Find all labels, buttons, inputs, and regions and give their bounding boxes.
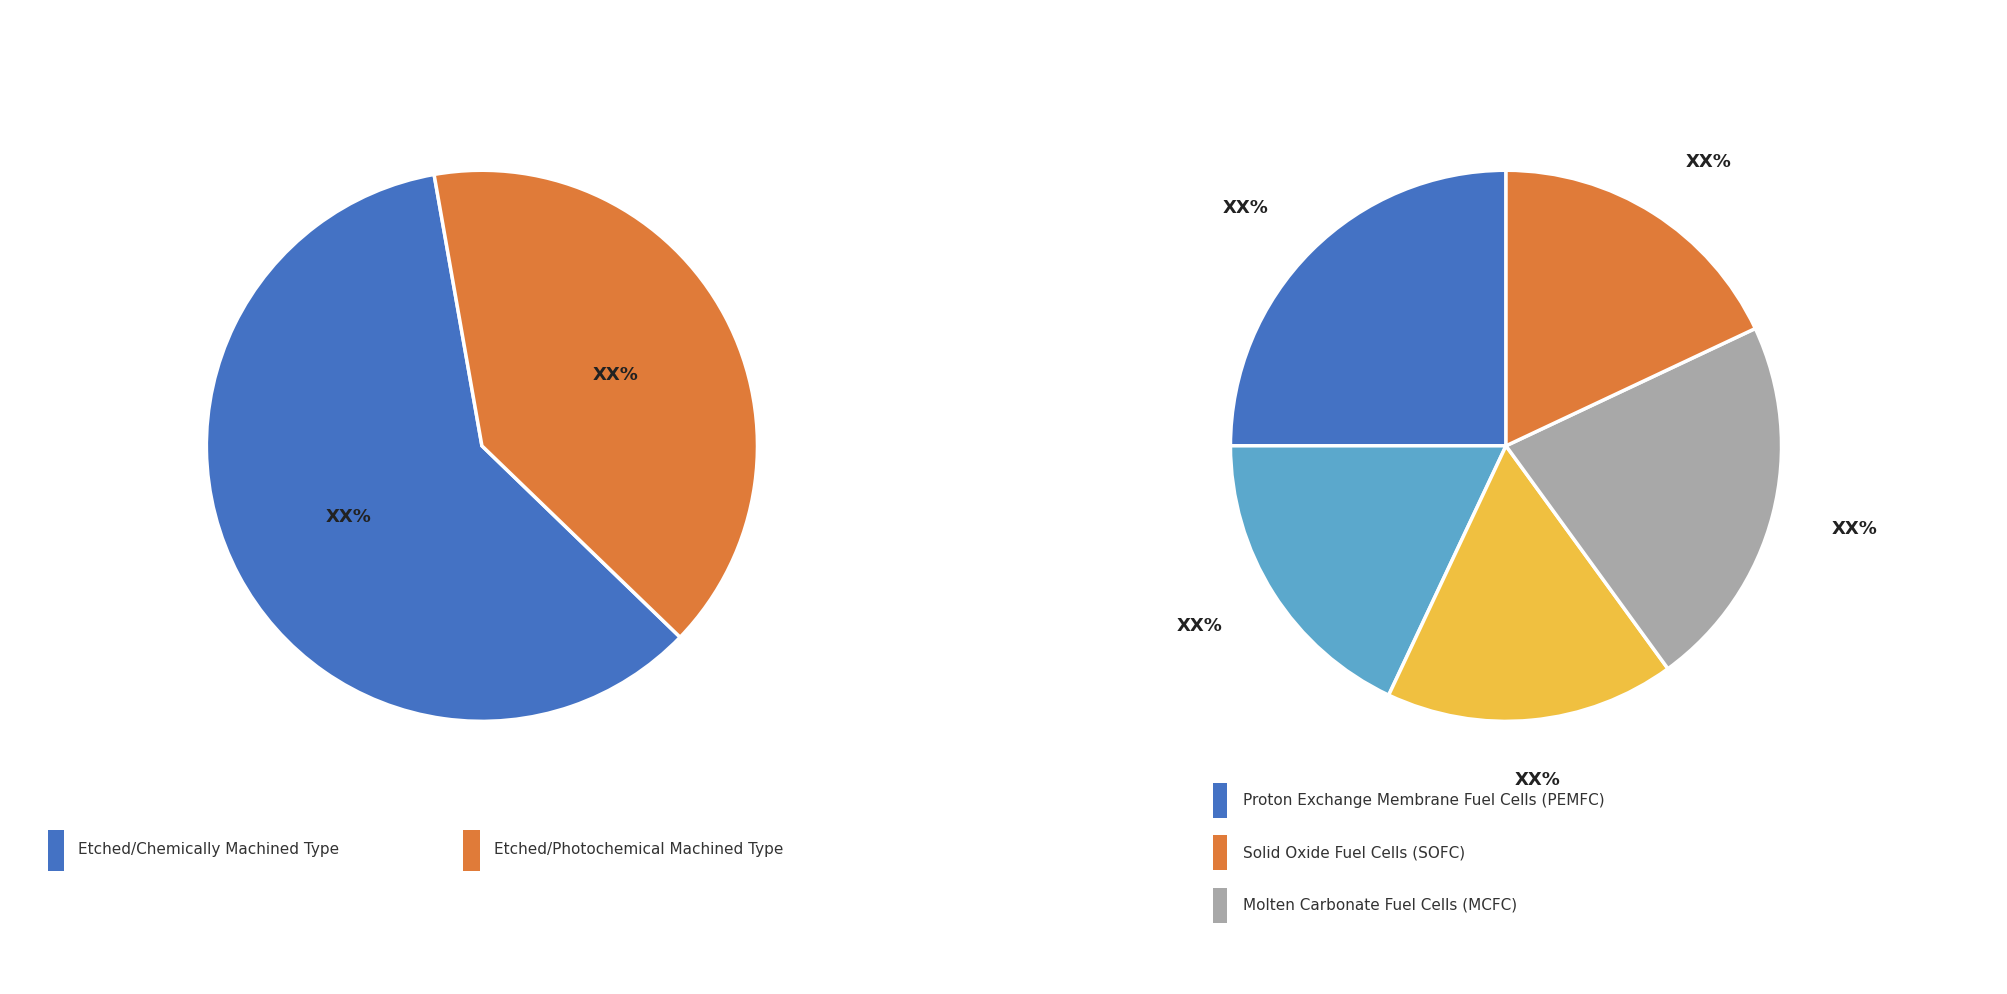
Wedge shape [1505, 170, 1754, 445]
Text: XX%: XX% [1830, 521, 1877, 539]
Text: Molten Carbonate Fuel Cells (MCFC): Molten Carbonate Fuel Cells (MCFC) [1242, 898, 1517, 912]
Wedge shape [207, 175, 680, 722]
Text: XX%: XX% [1513, 771, 1559, 789]
Text: Email: sales@theindustrystats.com: Email: sales@theindustrystats.com [839, 947, 1168, 966]
Wedge shape [1230, 445, 1505, 695]
Text: XX%: XX% [325, 508, 371, 526]
Text: XX%: XX% [592, 366, 638, 384]
Wedge shape [1389, 445, 1668, 722]
Text: Etched/Photochemical Machined Type: Etched/Photochemical Machined Type [494, 842, 783, 858]
Bar [1212, 835, 1226, 870]
Text: XX%: XX% [1686, 153, 1732, 171]
Bar [464, 830, 480, 872]
Text: Website: www.theindustrystats.com: Website: www.theindustrystats.com [1636, 947, 1977, 966]
Bar [48, 830, 64, 872]
Text: Source: Theindustrystats Analysis: Source: Theindustrystats Analysis [30, 947, 349, 966]
Bar [1212, 782, 1226, 818]
Text: XX%: XX% [1176, 617, 1222, 635]
Wedge shape [1230, 170, 1505, 445]
Text: Etched/Chemically Machined Type: Etched/Chemically Machined Type [78, 842, 339, 858]
Wedge shape [1505, 328, 1780, 669]
Wedge shape [434, 170, 757, 637]
Bar [1212, 888, 1226, 922]
Text: Proton Exchange Membrane Fuel Cells (PEMFC): Proton Exchange Membrane Fuel Cells (PEM… [1242, 792, 1604, 808]
Text: Solid Oxide Fuel Cells (SOFC): Solid Oxide Fuel Cells (SOFC) [1242, 845, 1465, 860]
Text: Fig. Global Metal Bipolar Plate for Fuel Cell Market Share by Product Types & Ap: Fig. Global Metal Bipolar Plate for Fuel… [26, 34, 1212, 58]
Text: XX%: XX% [1222, 199, 1268, 217]
